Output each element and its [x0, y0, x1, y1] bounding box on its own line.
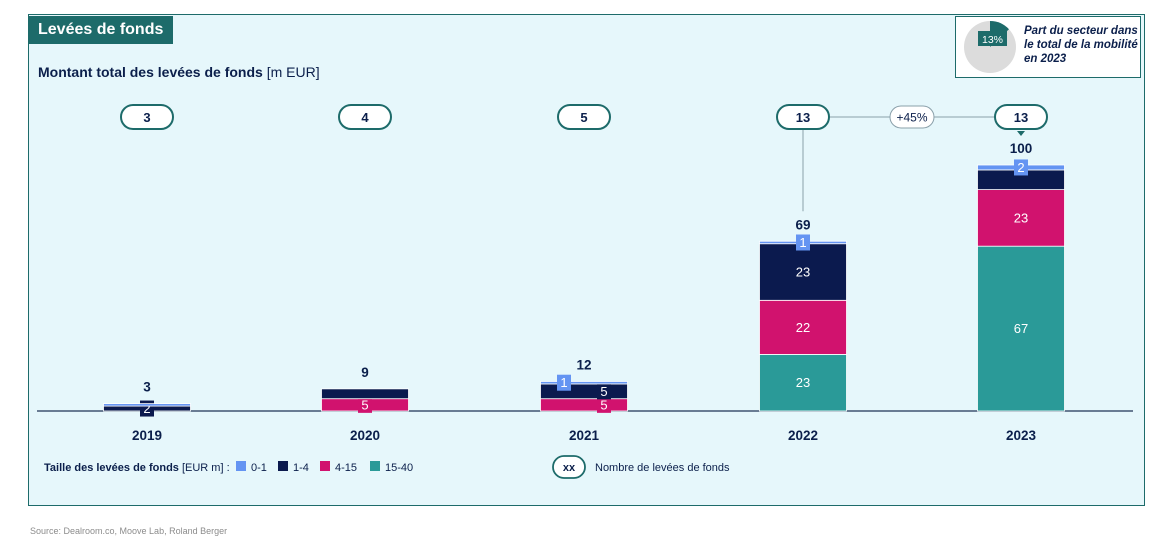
x-tick-2023: 2023: [1006, 428, 1037, 443]
bar-label-15-40-2023: 67: [1014, 321, 1028, 336]
bar-label-1-4-2019: 2: [143, 401, 150, 416]
bar-label-bg-1-4-2021: [597, 383, 611, 400]
bar-label-4-15-2022: 22: [796, 320, 810, 335]
bar-label-bg-0-1-2023: [1014, 159, 1028, 176]
bar-label-1-4-2021: 5: [600, 384, 607, 399]
legend-label-0-1: 0-1: [251, 462, 267, 474]
bar-segment-4-15-2023: [977, 189, 1065, 247]
share-percent-bg: [978, 31, 1007, 46]
chart-subtitle: Montant total des levées de fonds [m EUR…: [38, 64, 320, 80]
bar-label-bg-0-1-2022: [796, 234, 810, 251]
bar-segment-4-15-2022: [759, 299, 847, 355]
connector-arrow-2023: [1017, 131, 1025, 136]
bar-label-15-40-2022: 23: [796, 375, 810, 390]
deal-count-pill-2023: [994, 104, 1048, 130]
deal-count-2019: 3: [143, 110, 150, 125]
sector-share-text: Part du secteur dans le total de la mobi…: [1024, 25, 1138, 65]
bar-label-1-4-2022: 23: [796, 265, 810, 280]
bar-segment-15-40-2023: [977, 245, 1065, 412]
share-percent-label: 13%: [982, 34, 1003, 46]
bar-segment-0-1-2021: [540, 381, 628, 385]
legend-swatch-4-15: [320, 461, 330, 471]
deal-count-2020: 4: [361, 110, 369, 125]
growth-pill: [889, 105, 935, 129]
legend-count-label: Nombre de levées de fonds: [595, 462, 730, 474]
bar-label-4-15-2020: 5: [361, 397, 368, 412]
legend-title: Taille des levées de fonds [EUR m] :: [44, 462, 230, 474]
source-note: Source: Dealroom.co, Moove Lab, Roland B…: [30, 526, 228, 536]
bar-total-2019: 3: [143, 380, 151, 395]
deal-count-2022: 13: [796, 110, 810, 125]
chart-panel: [28, 14, 1145, 506]
subtitle-unit: [m EUR]: [266, 64, 320, 80]
legend-count-pill: [552, 455, 586, 479]
bar-total-2021: 12: [576, 357, 591, 372]
x-tick-2019: 2019: [132, 428, 162, 443]
x-tick-2022: 2022: [788, 428, 818, 443]
legend-label-4-15: 4-15: [335, 462, 357, 474]
bar-total-2022: 69: [795, 217, 810, 232]
legend-swatch-15-40: [370, 461, 380, 471]
deal-count-pill-2021: [557, 104, 611, 130]
bar-label-bg-4-15-2021: [597, 396, 611, 413]
x-tick-2021: 2021: [569, 428, 600, 443]
x-tick-2020: 2020: [350, 428, 380, 443]
deal-count-pill-2020: [338, 104, 392, 130]
chart-title: Levées de fonds: [28, 16, 174, 44]
bar-segment-0-1-2019: [103, 403, 191, 407]
bar-total-2023: 100: [1010, 141, 1033, 156]
bar-segment-1-4-2020: [321, 388, 409, 400]
bar-label-0-1-2021: 1: [560, 375, 567, 390]
subtitle-bold: Montant total des levées de fonds: [38, 64, 263, 80]
legend-label-1-4: 1-4: [293, 462, 309, 474]
legend-label-15-40: 15-40: [385, 462, 413, 474]
bar-label-4-15-2023: 23: [1014, 210, 1028, 225]
bar-label-0-1-2023: 2: [1017, 160, 1024, 175]
legend-swatch-1-4: [278, 461, 288, 471]
legend-swatch-0-1: [236, 461, 246, 471]
bar-label-bg-0-1-2021: [557, 374, 571, 391]
bar-segment-1-4-2021: [540, 383, 628, 400]
deal-count-pill-2022: [776, 104, 830, 130]
legend-count-badge: xx: [563, 462, 576, 474]
bar-segment-15-40-2022: [759, 354, 847, 412]
bar-label-bg-4-15-2020: [358, 396, 372, 413]
bar-total-2020: 9: [361, 365, 369, 380]
legend-title-bold: Taille des levées de fonds: [44, 462, 182, 474]
bar-segment-4-15-2021: [540, 398, 628, 412]
legend-title-unit: [EUR m] :: [182, 462, 230, 474]
deal-count-pill-2019: [120, 104, 174, 130]
bar-segment-1-4-2022: [759, 243, 847, 301]
bar-label-0-1-2022: 1: [799, 235, 806, 250]
bar-label-4-15-2021: 5: [600, 397, 607, 412]
deal-count-2023: 13: [1014, 110, 1028, 125]
deal-count-2021: 5: [580, 110, 587, 125]
growth-label: +45%: [896, 111, 927, 125]
